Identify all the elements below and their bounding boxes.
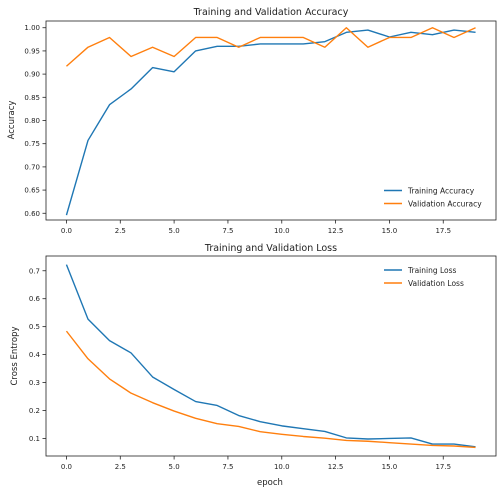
series-line-validation-loss [65,330,476,449]
legend-label: Validation Loss [408,279,464,288]
x-axis-label: epoch [257,478,283,488]
y-tick-label: 0.5 [29,323,40,331]
x-tick-label: 7.5 [222,227,233,235]
y-tick-label: 0.80 [24,117,40,125]
plot-area: 0.0 2.5 5.0 7.5 10.0 12.5 15.0 17.5 0.60 0.65 0.70… [24,24,476,235]
plot-frame [45,255,497,457]
x-tick-label: 2.5 [115,463,126,471]
y-tick-label: 0.7 [29,267,40,275]
legend: Training Accuracy Validation Accuracy [384,186,482,208]
y-tick-label: 0.75 [24,140,40,148]
x-tick-label: 15.0 [382,227,398,235]
x-tick-label: 5.0 [169,463,180,471]
y-tick-label: 0.85 [24,94,40,102]
chart-title: Training and Validation Accuracy [193,7,349,18]
x-tick-label: 10.0 [274,227,290,235]
plot-area: 0.0 2.5 5.0 7.5 10.0 12.5 15.0 17.5 0.1 0.2 0.3 0.4… [29,264,476,471]
x-tick-label: 0.0 [61,463,72,471]
x-tick-label: 5.0 [169,227,180,235]
y-tick-label: 0.6 [29,295,41,303]
legend-label: Validation Accuracy [408,199,482,208]
y-tick-label: 0.4 [29,351,41,359]
legend-label: Training Loss [407,266,457,275]
legend: Training Loss Validation Loss [384,266,464,288]
y-axis-label: Cross Entropy [10,326,20,385]
series-line-validation-accuracy [65,27,476,67]
x-tick-label: 17.5 [435,463,451,471]
y-axis-label: Accuracy [7,101,17,140]
y-tick-label: 0.3 [29,379,40,387]
x-tick-label: 15.0 [382,463,398,471]
y-tick-label: 0.90 [24,71,40,79]
legend-label: Training Accuracy [407,186,475,195]
y-tick-label: 0.1 [29,435,40,443]
x-tick-label: 10.0 [274,463,290,471]
y-tick-label: 1.00 [24,24,40,32]
series-line-training-loss [65,264,476,448]
y-tick-label: 0.95 [24,47,40,55]
x-tick-label: 2.5 [115,227,126,235]
plot-frame [45,20,497,221]
x-tick-label: 12.5 [328,463,344,471]
y-tick-label: 0.60 [24,210,40,218]
loss-chart: Training and Validation Loss Cross Entro… [10,243,497,488]
chart-title: Training and Validation Loss [204,243,337,254]
accuracy-chart: Training and Validation Accuracy Accurac… [7,7,497,235]
x-tick-label: 12.5 [328,227,344,235]
x-tick-label: 7.5 [222,463,233,471]
x-tick-label: 17.5 [435,227,451,235]
y-tick-label: 0.2 [29,407,40,415]
series-line-training-accuracy [65,29,476,216]
x-tick-label: 0.0 [61,227,72,235]
y-tick-label: 0.70 [24,163,40,171]
y-tick-label: 0.65 [24,187,40,195]
